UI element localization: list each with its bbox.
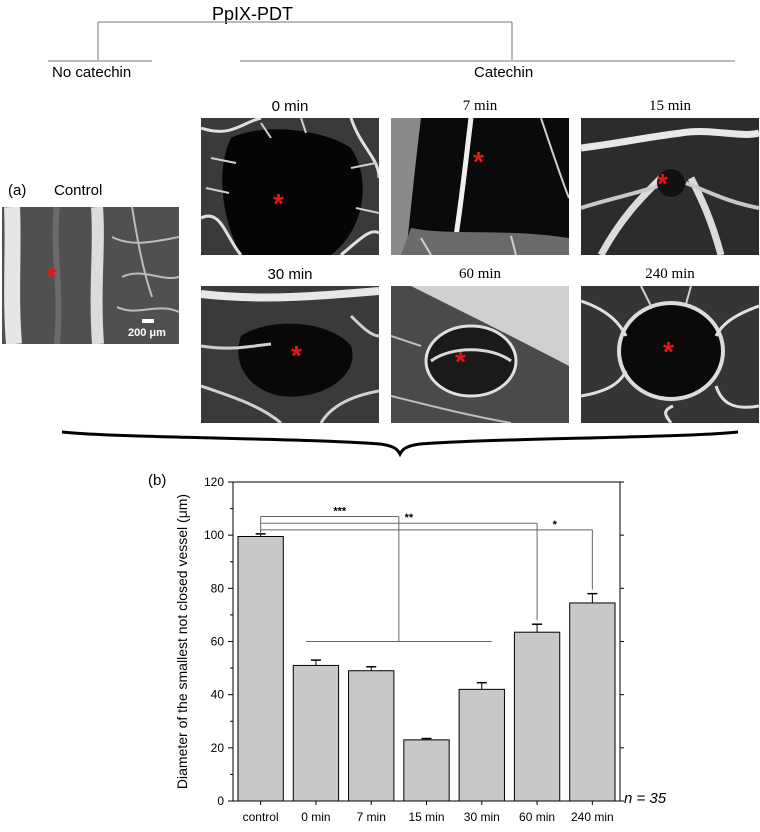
n-label: n = 35 [624, 790, 667, 807]
sig-label-60min: ** [405, 512, 414, 524]
y-tick-label: 40 [211, 688, 225, 702]
micrograph-15min: * [581, 118, 759, 255]
no-catechin-label: No catechin [52, 64, 132, 81]
x-tick-label: 30 min [464, 810, 500, 824]
image-title-240min: 240 min [645, 266, 695, 282]
image-title-60min: 60 min [458, 266, 502, 282]
bar [403, 739, 450, 802]
y-tick-label: 0 [217, 794, 224, 808]
x-tick-label: 7 min [357, 810, 386, 824]
sig-label-0min-30min: *** [333, 506, 347, 518]
y-tick-label: 80 [211, 581, 225, 595]
sig-label-240min: * [553, 519, 558, 531]
image-title-7min: 7 min [462, 98, 498, 114]
asterisk-marker: * [657, 168, 668, 199]
micrograph-60min: * [391, 286, 569, 423]
asterisk-marker: * [46, 261, 57, 292]
x-tick-label: 60 min [519, 810, 555, 824]
scale-bar-label: 200 μm [128, 327, 166, 339]
asterisk-marker: * [663, 336, 674, 367]
x-tick-label: 240 min [571, 810, 614, 824]
bar-chart: 0 20 40 60 80 100 120 Diameter of the smallest … [174, 475, 624, 824]
asterisk-marker: * [455, 346, 466, 377]
x-tick-label: 15 min [408, 810, 444, 824]
micrograph-7min: * [391, 118, 569, 255]
micrograph-240min: * [581, 286, 759, 423]
bar [569, 602, 616, 802]
micrograph-0min: * [201, 118, 379, 255]
bar [292, 664, 340, 802]
x-tick-label: control [243, 810, 279, 824]
y-tick-label: 120 [204, 475, 224, 489]
asterisk-marker: * [473, 146, 484, 177]
y-axis-label: Diameter of the smallest not closed vess… [174, 494, 190, 789]
y-tick-label: 60 [211, 635, 225, 649]
y-tick-label: 20 [211, 741, 225, 755]
bar [513, 631, 561, 802]
panel-b-label: (b) [148, 472, 167, 489]
control-title: Control [54, 182, 103, 199]
asterisk-marker: * [273, 188, 284, 219]
header-bracket [48, 21, 735, 62]
panel-a-label: (a) [8, 182, 27, 199]
bar [237, 535, 284, 802]
image-title-0min: 0 min [271, 98, 309, 115]
micrograph-30min: * [201, 286, 379, 423]
catechin-label: Catechin [474, 64, 534, 81]
control-micrograph: 200 μm * [2, 207, 179, 344]
bar [348, 670, 395, 802]
figure-title: PpIX-PDT [212, 4, 294, 24]
y-tick-label: 100 [204, 528, 224, 542]
curly-brace [61, 430, 739, 458]
image-title-15min: 15 min [648, 98, 692, 114]
image-title-30min: 30 min [267, 266, 313, 283]
x-tick-label: 0 min [301, 810, 330, 824]
asterisk-marker: * [291, 340, 302, 371]
bar [458, 688, 505, 802]
